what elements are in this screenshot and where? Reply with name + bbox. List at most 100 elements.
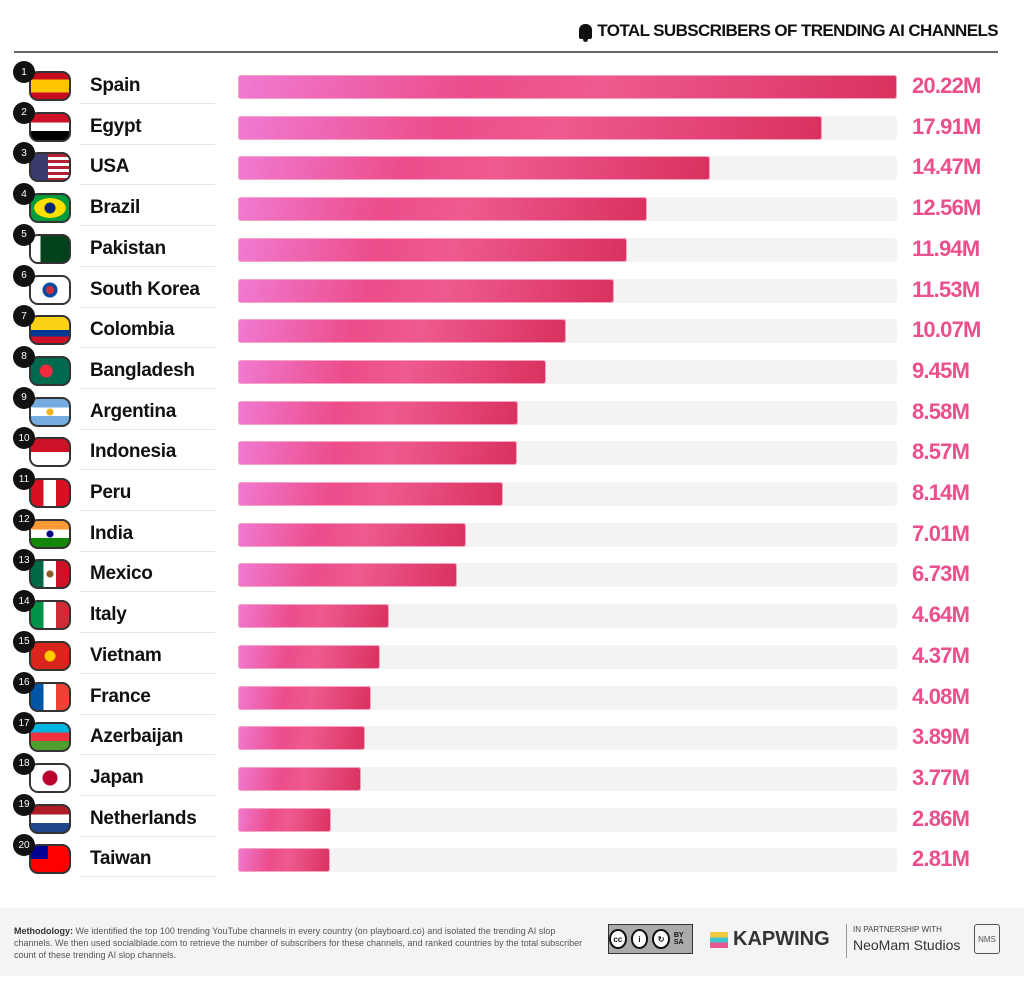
flag-argentina-icon: [29, 396, 71, 427]
flag-egypt-icon: [29, 111, 71, 142]
divider: [80, 143, 215, 145]
flag-netherlands-icon: [29, 803, 71, 834]
divider: [80, 632, 215, 634]
bar: [238, 400, 518, 425]
rank-badge: 10: [13, 427, 35, 450]
bar: [238, 522, 467, 547]
divider: [80, 672, 215, 674]
flag-italy-icon: [29, 600, 71, 631]
partner-label: IN PARTNERSHIP WITH: [853, 925, 942, 934]
data-label: 4.37M: [912, 642, 970, 668]
divider: [80, 184, 215, 186]
bar: [238, 319, 567, 344]
bar-row: 4 Brazil 12.56M: [0, 183, 1024, 229]
rank-badge: 16: [13, 671, 35, 694]
data-label: 12.56M: [912, 195, 981, 221]
flag-india-icon: [29, 518, 71, 549]
data-label: 8.58M: [912, 398, 970, 424]
category-label: Taiwan: [90, 848, 152, 870]
data-label: 8.14M: [912, 480, 970, 505]
rank-badge: 6: [13, 264, 35, 287]
category-label: Peru: [90, 482, 132, 503]
partner-name: NeoMam Studios: [853, 937, 961, 953]
bar-row: 2 Egypt 17.91M: [0, 101, 1024, 148]
rank-badge: 13: [13, 549, 35, 572]
bar: [238, 115, 822, 140]
rank-badge: 18: [13, 752, 35, 775]
methodology: Methodology: We identified the top 100 t…: [14, 925, 584, 961]
bar: [238, 604, 390, 629]
bar: [238, 848, 330, 873]
bar-row: 1 Spain 20.22M: [0, 61, 1024, 107]
divider: [80, 387, 215, 389]
bar: [238, 278, 614, 303]
category-label: Argentina: [90, 400, 176, 422]
divider: [80, 510, 215, 511]
bar: [238, 482, 504, 506]
flag-usa-icon: [29, 152, 71, 183]
bar-row: 8 Bangladesh 9.45M: [0, 345, 1024, 392]
category-label: Mexico: [90, 563, 153, 585]
neomam-cube-icon: NMS: [974, 924, 1000, 954]
rank-badge: 8: [13, 345, 35, 368]
category-label: Vietnam: [90, 644, 162, 666]
license-text: BY SA: [673, 932, 684, 946]
kapwing-logo: KAPWING: [710, 928, 830, 951]
data-label: 10.07M: [912, 317, 981, 343]
bar-row: 19 Netherlands 2.86M: [0, 793, 1024, 840]
category-label: Brazil: [90, 197, 140, 219]
data-label: 7.01M: [912, 520, 970, 546]
data-label: 3.77M: [912, 764, 970, 790]
bell-icon: [579, 23, 593, 42]
category-label: Egypt: [90, 115, 142, 137]
bar-row: 17 Azerbaijan 3.89M: [0, 712, 1024, 758]
rank-badge: 3: [13, 142, 35, 165]
divider: [80, 469, 215, 471]
bar-row: 20 Taiwan 2.81M: [0, 834, 1024, 880]
bar-row: 11 Peru 8.14M: [0, 468, 1024, 514]
flag-pakistan-icon: [29, 233, 71, 264]
divider: [80, 225, 215, 227]
data-label: 2.86M: [912, 805, 970, 831]
category-label: South Korea: [90, 278, 200, 300]
category-label: USA: [90, 156, 130, 178]
flag-bangladesh-icon: [29, 355, 71, 386]
divider: [80, 754, 215, 756]
bar-row: 9 Argentina 8.58M: [0, 386, 1024, 433]
category-label: Indonesia: [90, 441, 176, 463]
divider: [80, 794, 215, 796]
divider: [80, 347, 215, 349]
data-label: 9.45M: [912, 357, 970, 383]
flag-indonesia-icon: [29, 437, 71, 468]
bar-row: 16 France 4.08M: [0, 671, 1024, 718]
category-label: Bangladesh: [90, 359, 195, 381]
flag-vietnam-icon: [29, 640, 71, 671]
bar: [238, 807, 332, 832]
methodology-label: Methodology:: [14, 926, 73, 936]
bar: [238, 644, 381, 669]
bar: [238, 766, 361, 791]
flag-france-icon: [29, 681, 71, 712]
rank-badge: 20: [13, 834, 35, 857]
rank-badge: 4: [13, 183, 35, 206]
divider: [846, 924, 847, 958]
bar-row: 15 Vietnam 4.37M: [0, 630, 1024, 677]
category-label: Spain: [90, 75, 141, 96]
rank-badge: 5: [13, 223, 35, 246]
divider: [80, 265, 215, 267]
data-label: 11.53M: [912, 276, 980, 302]
data-label: 6.73M: [912, 561, 970, 587]
divider: [80, 835, 215, 837]
rank-badge: 17: [13, 712, 35, 735]
data-label: 11.94M: [912, 235, 980, 261]
data-label: 17.91M: [912, 113, 981, 139]
rank-badge: 11: [13, 468, 35, 490]
chart-title: TOTAL SUBSCRIBERS OF TRENDING AI CHANNEL…: [579, 21, 999, 42]
category-label: Azerbaijan: [90, 726, 184, 748]
divider: [80, 591, 215, 593]
footer: Methodology: We identified the top 100 t…: [0, 908, 1024, 976]
bar-row: 18 Japan 3.77M: [0, 752, 1024, 799]
cc-license-badge: cc i ↻ BY SA: [608, 924, 693, 954]
bar: [238, 441, 518, 466]
category-label: France: [90, 685, 151, 707]
